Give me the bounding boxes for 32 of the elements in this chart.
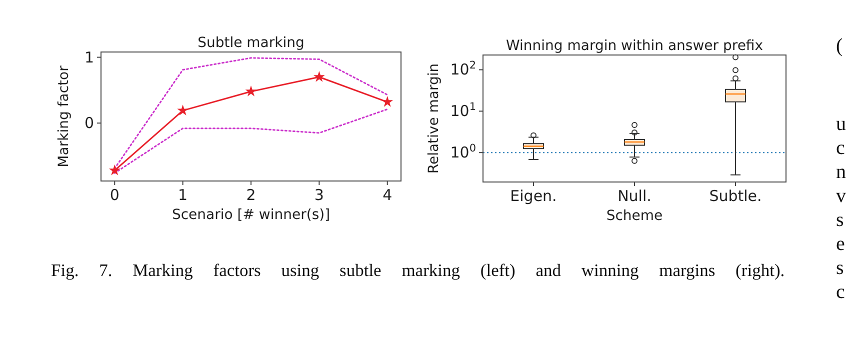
- point: [382, 96, 394, 107]
- point: [108, 164, 120, 176]
- x-tick-label: 4: [382, 186, 392, 204]
- text: (: [836, 35, 843, 57]
- chart-title: Winning margin within answer prefix: [506, 38, 764, 54]
- x-tick-label: 2: [246, 186, 256, 204]
- text: v: [836, 185, 846, 207]
- text: s: [836, 209, 844, 231]
- x-axis-title: Scenario [# winner(s)]: [172, 207, 330, 223]
- x-tick-label: 3: [314, 186, 324, 204]
- point: [245, 86, 257, 96]
- y-axis-title: Marking factor: [56, 65, 72, 168]
- text: s: [836, 257, 844, 279]
- point: [314, 71, 325, 82]
- x-tick-label: Null.: [618, 187, 652, 205]
- text: c: [836, 281, 845, 303]
- chart-title: Subtle marking: [198, 35, 304, 51]
- caption: Fig. 7. Marking factors using subtle marking (left) and winning margins (right).: [51, 260, 786, 281]
- point: [177, 104, 188, 116]
- y-tick-label: 10$^{2}$: [450, 60, 476, 79]
- x-axis-title: Scheme: [606, 208, 663, 224]
- x-tick-label: Subtle.: [709, 187, 762, 205]
- text: c: [836, 137, 845, 159]
- x-tick-label: 1: [178, 186, 188, 204]
- y-tick-label: 10$^{1}$: [450, 101, 476, 120]
- text: u: [836, 113, 846, 135]
- text: n: [836, 161, 846, 183]
- y-axis-title: Relative margin: [426, 63, 442, 174]
- y-tick-label: 10$^{0}$: [450, 142, 476, 162]
- text: e: [836, 233, 845, 255]
- x-tick-label: Eigen.: [510, 187, 557, 205]
- x-tick-label: 0: [110, 186, 120, 204]
